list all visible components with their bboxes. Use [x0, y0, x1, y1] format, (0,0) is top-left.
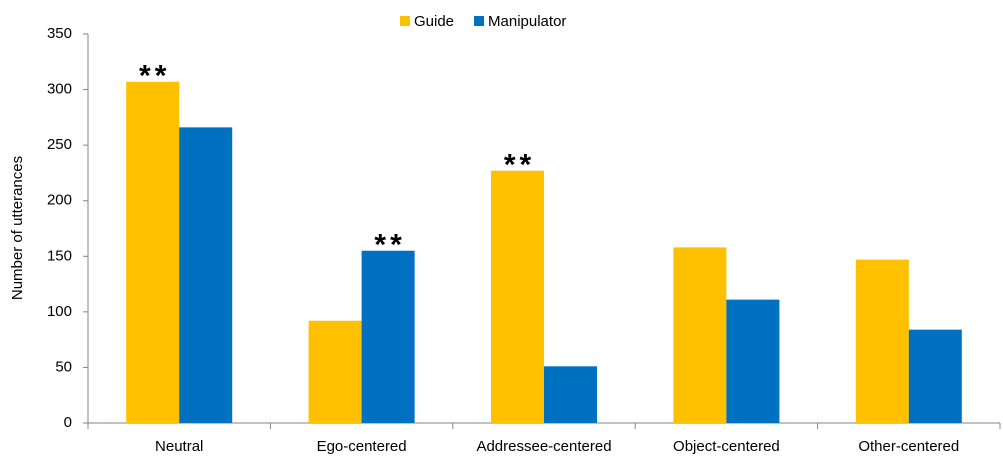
x-tick-label: Other-centered [858, 438, 959, 455]
x-tick-label: Object-centered [673, 438, 780, 455]
legend-label: Guide [414, 13, 454, 30]
y-tick-label: 350 [47, 25, 72, 42]
bar [908, 329, 962, 423]
legend-label: Manipulator [488, 13, 566, 30]
bar [308, 320, 362, 423]
y-tick-label: 300 [47, 81, 72, 98]
y-tick-label: 50 [55, 358, 72, 375]
y-axis-label: Number of utterances [9, 156, 26, 300]
bar [726, 299, 780, 423]
y-tick-label: 250 [47, 136, 72, 153]
bar [361, 250, 415, 423]
bar [126, 81, 180, 423]
bar [491, 170, 544, 423]
y-tick-label: 0 [64, 414, 72, 431]
annotation: ** [374, 229, 405, 262]
bar [855, 259, 909, 423]
x-tick-label: Ego-centered [317, 438, 407, 455]
annotation: ** [139, 60, 170, 93]
bar [544, 366, 597, 423]
x-tick-label: Neutral [155, 438, 203, 455]
legend-swatch [400, 16, 410, 26]
legend-swatch [474, 16, 485, 26]
y-tick-label: 200 [47, 192, 72, 209]
bar [673, 247, 727, 423]
y-tick-label: 150 [47, 247, 72, 264]
x-tick-label: Addressee-centered [476, 438, 611, 455]
y-tick-label: 100 [47, 303, 72, 320]
annotation: ** [504, 149, 535, 182]
bar [179, 127, 233, 424]
